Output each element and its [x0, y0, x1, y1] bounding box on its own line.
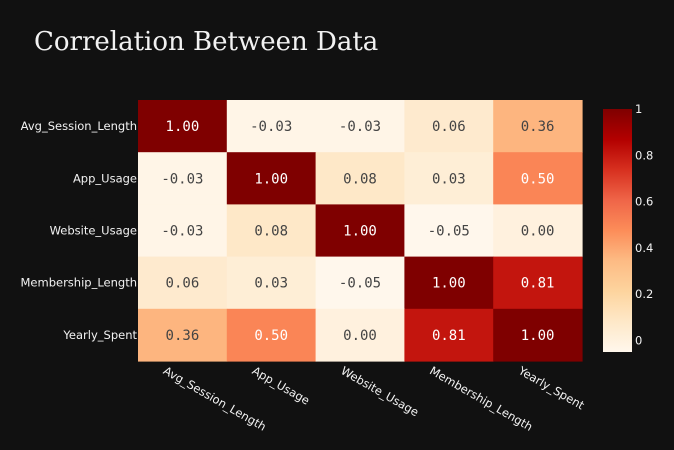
- heatmap-cell: [226, 256, 317, 310]
- heatmap-cell: [315, 100, 405, 153]
- heatmap-cell: [226, 204, 317, 258]
- colorbar-tick-label: 0.2: [635, 287, 653, 301]
- cell-value-label: 1.00: [343, 224, 377, 240]
- heatmap-cell: [493, 152, 583, 205]
- cell-value-label: -0.05: [428, 224, 470, 240]
- cell-value-label: 0.50: [521, 171, 555, 187]
- colorbar-tick-label: 0.4: [635, 241, 653, 255]
- cell-value-label: 1.00: [432, 276, 466, 292]
- cell-value-label: -0.03: [161, 224, 203, 240]
- heatmap-cell: [226, 152, 317, 205]
- heatmap-cell: [493, 204, 583, 258]
- heatmap-cell: [315, 152, 405, 205]
- heatmap-cell: [138, 204, 228, 258]
- colorbar-tick-label: 0.6: [635, 195, 653, 209]
- heatmap-cell: [404, 308, 494, 362]
- heatmap-cell: [493, 308, 583, 362]
- y-tick-label: Website_Usage: [50, 224, 137, 238]
- cell-value-label: 0.36: [166, 328, 200, 344]
- colorbar: 0 0.2 0.4 0.6 0.8 1: [603, 102, 653, 352]
- cell-value-label: 1.00: [521, 328, 555, 344]
- cell-value-label: 0.50: [254, 328, 288, 344]
- heatmap-cell: [315, 256, 405, 310]
- cell-value-label: 0.06: [432, 119, 466, 135]
- cell-value-label: 0.00: [343, 328, 377, 344]
- cell-value-label: -0.05: [339, 276, 381, 292]
- y-tick-label: Avg_Session_Length: [21, 119, 137, 133]
- heatmap-cell: [315, 204, 405, 258]
- colorbar-tick-label: 1: [635, 102, 642, 116]
- heatmap-cell: [404, 152, 494, 205]
- heatmap-cell: [138, 256, 228, 310]
- cell-value-label: 0.03: [254, 276, 288, 292]
- cell-value-label: -0.03: [339, 119, 381, 135]
- y-tick-label: App_Usage: [73, 171, 137, 185]
- cell-value-label: 0.00: [521, 224, 555, 240]
- heatmap-cell: [493, 256, 583, 310]
- cell-value-label: -0.03: [161, 171, 203, 187]
- cell-value-label: 1.00: [166, 119, 200, 135]
- y-tick-label: Yearly_Spent: [62, 328, 137, 342]
- cell-value-label: 0.08: [254, 224, 288, 240]
- heatmap-cell: [226, 100, 317, 153]
- cell-value-label: 1.00: [254, 171, 288, 187]
- heatmap-cell: [138, 308, 228, 362]
- colorbar-tick-label: 0: [635, 333, 642, 347]
- y-tick-label: Membership_Length: [21, 276, 138, 290]
- colorbar-tick-label: 0.8: [635, 148, 653, 162]
- cell-value-label: 0.81: [432, 328, 466, 344]
- colorbar-bar: [603, 109, 632, 352]
- cell-value-label: 0.08: [343, 171, 377, 187]
- heatmap-cell: [493, 100, 583, 153]
- chart-title: Correlation Between Data: [34, 27, 378, 57]
- heatmap-cell-labels: 1.00 -0.03 -0.03 0.06 0.36 -0.03 1.00 0.08 0.03 0…: [161, 119, 554, 344]
- heatmap-cell: [226, 308, 317, 362]
- heatmap-cells: [138, 100, 583, 362]
- heatmap-cell: [138, 100, 228, 153]
- heatmap-cell: [138, 152, 228, 205]
- cell-value-label: 0.06: [166, 276, 200, 292]
- cell-value-label: 0.03: [432, 171, 466, 187]
- cell-value-label: 0.81: [521, 276, 555, 292]
- heatmap-cell: [404, 204, 494, 258]
- heatmap-cell: [315, 308, 405, 362]
- x-tick-label: Yearly_Spent: [515, 363, 587, 413]
- y-axis-ticks: Avg_Session_Length App_Usage Website_Usage…: [21, 119, 138, 342]
- x-tick-label: App_Usage: [250, 363, 312, 407]
- cell-value-label: 0.36: [521, 119, 555, 135]
- cell-value-label: -0.03: [250, 119, 292, 135]
- heatmap-cell: [404, 256, 494, 310]
- heatmap-cell: [404, 100, 494, 153]
- x-tick-label: Website_Usage: [339, 363, 422, 419]
